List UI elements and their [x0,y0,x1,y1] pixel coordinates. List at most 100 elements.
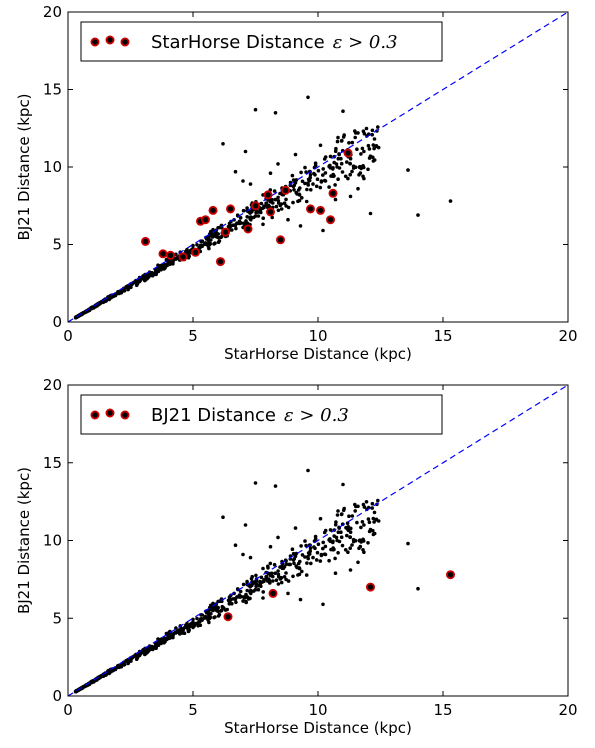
background-point [340,170,345,174]
background-point [339,535,344,539]
background-point [243,149,248,154]
background-point [233,169,238,174]
highlight-point [250,201,260,211]
background-point [206,609,211,613]
background-point [157,264,162,269]
background-point [203,616,207,620]
background-point [361,548,365,552]
background-point [304,199,309,204]
legend-marker [90,410,100,420]
background-point [356,131,360,135]
background-point [304,573,309,577]
background-point [291,551,296,556]
background-point [121,288,126,292]
background-point [297,193,302,197]
background-point [261,590,266,594]
background-point [248,555,253,560]
background-point [152,646,156,650]
background-point [284,562,289,566]
background-point [376,519,381,523]
background-point [332,547,336,552]
background-point [371,159,376,163]
background-point [209,607,214,612]
background-point [333,149,338,153]
background-point [261,216,266,220]
background-point [376,125,380,129]
background-point [305,561,309,565]
background-point [291,178,296,182]
background-point [135,280,140,285]
legend-marker [105,408,115,418]
background-point [291,200,295,205]
background-point [333,571,338,575]
background-point [272,189,277,193]
background-point [273,111,278,115]
background-point [342,133,347,137]
background-point [158,641,163,645]
highlight-point [200,215,210,225]
background-point [166,633,170,638]
background-point [296,573,300,577]
legend-label: StarHorse Distance [151,32,325,53]
background-point [303,555,307,559]
background-point [227,225,232,230]
background-point [215,608,219,613]
background-point [221,606,226,610]
background-point [252,580,256,584]
background-point [368,527,373,532]
background-point [171,259,175,264]
background-point [304,170,308,174]
background-point [340,543,345,548]
background-point [253,481,258,485]
background-point [195,243,199,247]
background-point [142,274,146,278]
x-tick-label: 5 [188,327,198,345]
background-point [273,484,278,488]
background-point [290,547,295,551]
background-point [299,170,303,175]
chart-panel-1: 00 5 5 10 10 15 15 20 20 StarHorse Distance (kpc)… [15,3,578,363]
background-point [254,210,258,215]
background-point [355,520,359,525]
x-tick-label: 10 [308,701,327,719]
background-point [286,579,291,583]
background-point [248,182,253,186]
background-point [244,219,248,223]
background-point [296,561,301,566]
background-point [315,177,320,181]
x-axis-label: StarHorse Distance (kpc) [224,719,412,737]
background-point [286,217,290,222]
background-point [250,583,254,588]
background-point [348,535,352,539]
background-point [314,558,319,562]
background-point [121,662,126,666]
background-point [241,179,245,183]
background-point [321,228,325,233]
background-point [343,174,348,179]
background-point [89,680,94,685]
background-point [282,575,287,579]
background-point [276,201,281,205]
background-point [361,174,365,179]
background-point [342,506,347,511]
background-point [270,571,274,576]
background-point [359,525,363,530]
background-point [248,596,252,601]
highlight-point [165,250,175,260]
background-point [190,621,194,625]
background-point [333,556,337,561]
background-point [303,165,307,170]
background-point [300,569,304,574]
background-point [268,561,273,566]
background-point [171,633,175,638]
background-point [346,550,350,554]
legend-condition: ε > 0.3 [333,32,398,53]
background-point [115,665,120,669]
background-point [327,185,331,189]
background-point [370,501,375,506]
background-point [357,546,361,551]
highlight-point [268,588,278,598]
background-point [200,618,204,622]
background-point [406,541,410,546]
